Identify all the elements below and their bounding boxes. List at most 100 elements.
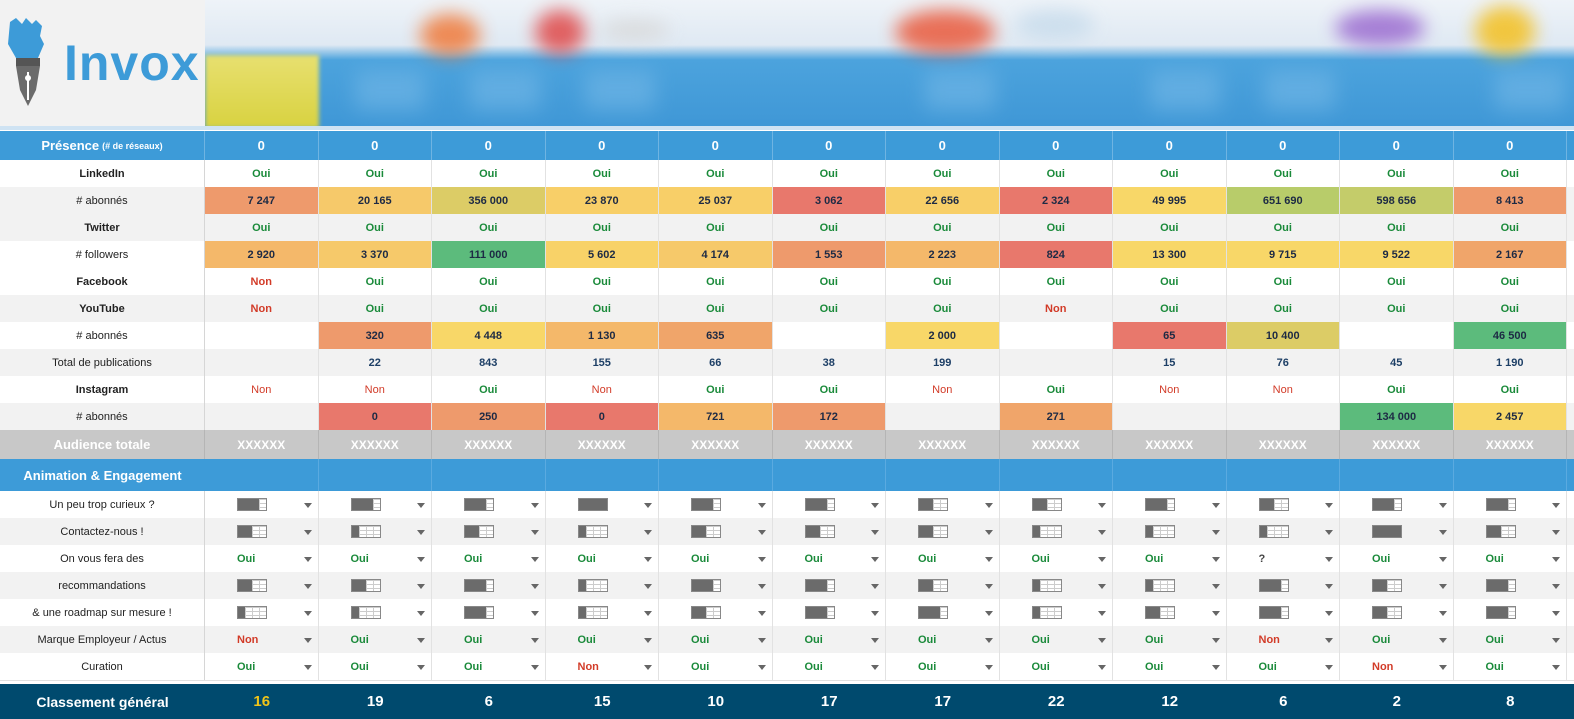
chevron-down-icon[interactable] [1211, 502, 1220, 508]
chevron-down-icon[interactable] [417, 583, 425, 589]
chevron-down-icon[interactable] [1552, 556, 1560, 562]
chevron-down-icon[interactable] [1211, 664, 1220, 670]
chevron-down-icon[interactable] [1438, 637, 1447, 643]
chevron-down-icon[interactable] [417, 556, 425, 562]
chevron-down-icon[interactable] [1098, 637, 1106, 643]
rating-dropdown[interactable]: Oui [773, 545, 886, 572]
chevron-down-icon[interactable] [984, 502, 993, 508]
rating-dropdown[interactable] [205, 491, 319, 518]
chevron-down-icon[interactable] [1098, 502, 1106, 508]
chevron-down-icon[interactable] [1552, 610, 1560, 616]
chevron-down-icon[interactable] [530, 583, 539, 589]
chevron-down-icon[interactable] [644, 637, 652, 643]
rating-dropdown[interactable] [1113, 572, 1227, 599]
chevron-down-icon[interactable] [644, 664, 652, 670]
rating-dropdown[interactable]: Oui [546, 626, 659, 653]
chevron-down-icon[interactable] [984, 664, 993, 670]
rating-dropdown[interactable] [1454, 491, 1567, 518]
chevron-down-icon[interactable] [757, 637, 766, 643]
chevron-down-icon[interactable] [1211, 637, 1220, 643]
chevron-down-icon[interactable] [303, 610, 312, 616]
chevron-down-icon[interactable] [984, 556, 993, 562]
rating-dropdown[interactable]: Non [546, 653, 659, 680]
chevron-down-icon[interactable] [1552, 502, 1560, 508]
rating-dropdown[interactable] [319, 599, 432, 626]
rating-dropdown[interactable]: Oui [1113, 545, 1227, 572]
rating-dropdown[interactable] [1113, 518, 1227, 545]
chevron-down-icon[interactable] [1211, 610, 1220, 616]
chevron-down-icon[interactable] [1325, 556, 1333, 562]
rating-dropdown[interactable] [432, 491, 546, 518]
rating-dropdown[interactable]: Oui [1454, 626, 1567, 653]
chevron-down-icon[interactable] [984, 583, 993, 589]
rating-dropdown[interactable]: Oui [1227, 653, 1340, 680]
rating-dropdown[interactable]: Oui [659, 626, 773, 653]
rating-dropdown[interactable] [773, 518, 886, 545]
rating-dropdown[interactable] [432, 518, 546, 545]
chevron-down-icon[interactable] [644, 502, 652, 508]
chevron-down-icon[interactable] [303, 583, 312, 589]
rating-dropdown[interactable]: Oui [432, 626, 546, 653]
rating-dropdown[interactable] [1000, 572, 1113, 599]
chevron-down-icon[interactable] [984, 529, 993, 535]
rating-dropdown[interactable]: Oui [1000, 545, 1113, 572]
rating-dropdown[interactable]: Non [205, 626, 319, 653]
rating-dropdown[interactable]: Oui [1000, 653, 1113, 680]
rating-dropdown[interactable] [1340, 599, 1454, 626]
rating-dropdown[interactable]: Oui [205, 653, 319, 680]
chevron-down-icon[interactable] [530, 529, 539, 535]
rating-dropdown[interactable] [546, 599, 659, 626]
chevron-down-icon[interactable] [1438, 583, 1447, 589]
rating-dropdown[interactable]: Oui [1113, 653, 1227, 680]
rating-dropdown[interactable]: ? [1227, 545, 1340, 572]
chevron-down-icon[interactable] [871, 664, 879, 670]
rating-dropdown[interactable] [432, 599, 546, 626]
chevron-down-icon[interactable] [1098, 529, 1106, 535]
chevron-down-icon[interactable] [303, 556, 312, 562]
chevron-down-icon[interactable] [757, 583, 766, 589]
chevron-down-icon[interactable] [303, 529, 312, 535]
chevron-down-icon[interactable] [1325, 610, 1333, 616]
chevron-down-icon[interactable] [871, 610, 879, 616]
rating-dropdown[interactable]: Oui [1113, 626, 1227, 653]
rating-dropdown[interactable]: Oui [886, 653, 1000, 680]
chevron-down-icon[interactable] [757, 529, 766, 535]
chevron-down-icon[interactable] [871, 583, 879, 589]
rating-dropdown[interactable]: Oui [546, 545, 659, 572]
rating-dropdown[interactable]: Oui [319, 626, 432, 653]
rating-dropdown[interactable] [319, 572, 432, 599]
chevron-down-icon[interactable] [984, 610, 993, 616]
chevron-down-icon[interactable] [417, 529, 425, 535]
rating-dropdown[interactable] [659, 599, 773, 626]
rating-dropdown[interactable] [319, 518, 432, 545]
rating-dropdown[interactable] [659, 572, 773, 599]
chevron-down-icon[interactable] [757, 502, 766, 508]
rating-dropdown[interactable] [1454, 599, 1567, 626]
chevron-down-icon[interactable] [530, 610, 539, 616]
chevron-down-icon[interactable] [303, 637, 312, 643]
rating-dropdown[interactable]: Oui [886, 545, 1000, 572]
rating-dropdown[interactable] [205, 518, 319, 545]
rating-dropdown[interactable] [1454, 572, 1567, 599]
rating-dropdown[interactable] [1340, 491, 1454, 518]
rating-dropdown[interactable]: Non [1340, 653, 1454, 680]
rating-dropdown[interactable]: Oui [1340, 626, 1454, 653]
rating-dropdown[interactable] [773, 572, 886, 599]
chevron-down-icon[interactable] [417, 502, 425, 508]
rating-dropdown[interactable]: Oui [659, 545, 773, 572]
rating-dropdown[interactable]: Oui [773, 653, 886, 680]
rating-dropdown[interactable] [1000, 491, 1113, 518]
chevron-down-icon[interactable] [1098, 664, 1106, 670]
rating-dropdown[interactable] [659, 518, 773, 545]
chevron-down-icon[interactable] [303, 664, 312, 670]
chevron-down-icon[interactable] [871, 556, 879, 562]
chevron-down-icon[interactable] [1438, 529, 1447, 535]
chevron-down-icon[interactable] [1552, 664, 1560, 670]
rating-dropdown[interactable] [1227, 599, 1340, 626]
chevron-down-icon[interactable] [530, 556, 539, 562]
chevron-down-icon[interactable] [1325, 502, 1333, 508]
chevron-down-icon[interactable] [1438, 664, 1447, 670]
chevron-down-icon[interactable] [871, 529, 879, 535]
rating-dropdown[interactable] [1227, 572, 1340, 599]
chevron-down-icon[interactable] [1098, 583, 1106, 589]
